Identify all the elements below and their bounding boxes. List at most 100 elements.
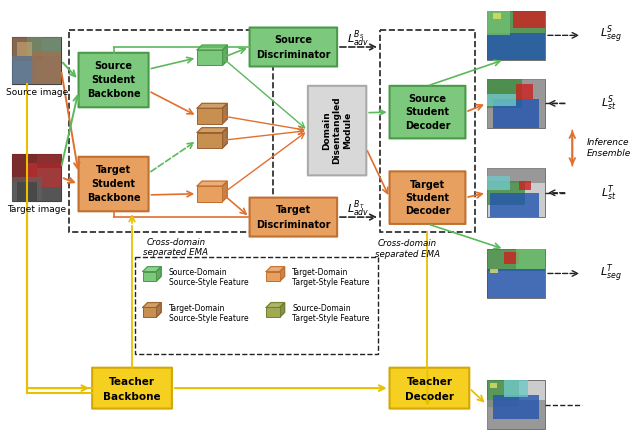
Bar [487, 169, 545, 217]
FancyBboxPatch shape [308, 86, 366, 176]
Bar [197, 50, 223, 66]
Text: Cross-domain
separated EMA: Cross-domain separated EMA [374, 239, 440, 259]
Bar [493, 99, 540, 128]
Bar [487, 94, 516, 106]
Bar [197, 132, 223, 148]
FancyBboxPatch shape [390, 86, 465, 139]
Polygon shape [223, 103, 227, 124]
Text: $\mathit{L}_{seg}^{T}$: $\mathit{L}_{seg}^{T}$ [600, 262, 621, 285]
Text: Student: Student [92, 75, 136, 85]
Bar [490, 193, 540, 217]
Bar [135, 257, 378, 354]
Polygon shape [197, 128, 227, 132]
Text: Target-Domain
Source-Style Feature: Target-Domain Source-Style Feature [169, 304, 248, 323]
Text: Backbone: Backbone [103, 392, 161, 402]
Text: Target: Target [410, 180, 445, 190]
Polygon shape [197, 45, 227, 50]
Polygon shape [280, 267, 285, 281]
FancyBboxPatch shape [390, 171, 465, 224]
Text: Target-Domain
Target-Style Feature: Target-Domain Target-Style Feature [292, 268, 370, 287]
Bar [36, 154, 61, 168]
Bar [487, 79, 522, 108]
Bar [487, 249, 545, 271]
Text: Source image: Source image [6, 88, 68, 97]
FancyBboxPatch shape [250, 28, 337, 66]
Text: Decoder: Decoder [404, 121, 450, 131]
Text: Cross-domain
separated EMA: Cross-domain separated EMA [143, 238, 208, 257]
Text: Target: Target [276, 205, 311, 215]
Bar [12, 177, 42, 201]
Bar [17, 42, 32, 56]
Text: $\mathit{L}_{adv}^{B_T}$: $\mathit{L}_{adv}^{B_T}$ [347, 198, 370, 219]
Text: $\mathit{L}_{seg}^{S}$: $\mathit{L}_{seg}^{S}$ [600, 24, 621, 47]
FancyBboxPatch shape [390, 368, 469, 409]
Text: Student: Student [406, 193, 449, 203]
Bar [143, 308, 156, 317]
Polygon shape [143, 303, 161, 308]
Bar [197, 108, 223, 124]
Text: Domain
Disentangled
Module: Domain Disentangled Module [322, 97, 352, 165]
Text: Source: Source [275, 35, 312, 45]
Bar [504, 252, 519, 264]
Polygon shape [197, 181, 227, 186]
Bar [493, 14, 501, 19]
Polygon shape [156, 267, 161, 281]
Bar [487, 380, 545, 429]
Polygon shape [223, 128, 227, 148]
Bar [27, 37, 61, 56]
Text: Target image: Target image [7, 205, 67, 214]
FancyBboxPatch shape [92, 368, 172, 409]
Bar [12, 37, 42, 61]
Text: Target: Target [96, 165, 131, 176]
Bar [504, 380, 527, 397]
Bar [487, 33, 545, 60]
Text: Teacher: Teacher [406, 378, 452, 387]
Bar [380, 29, 475, 232]
Bar [487, 268, 545, 298]
Bar [32, 51, 61, 84]
Bar [490, 383, 497, 388]
Text: Discriminator: Discriminator [256, 220, 331, 230]
Bar [12, 154, 61, 201]
Text: $\mathit{L}_{st}^{T}$: $\mathit{L}_{st}^{T}$ [602, 183, 617, 202]
Text: $\mathit{L}_{st}^{S}$: $\mathit{L}_{st}^{S}$ [602, 94, 617, 113]
Bar [17, 182, 36, 201]
Bar [487, 79, 545, 128]
Text: Student: Student [92, 179, 136, 189]
Polygon shape [280, 303, 285, 317]
Text: Inference
Ensemble: Inference Ensemble [587, 138, 631, 158]
Bar [519, 181, 531, 191]
Bar [516, 249, 545, 268]
Bar [69, 29, 273, 232]
Bar [487, 181, 525, 205]
Text: Student: Student [406, 107, 449, 117]
Bar [487, 249, 545, 298]
Bar [490, 268, 499, 273]
Text: Source-Domain
Source-Style Feature: Source-Domain Source-Style Feature [169, 268, 248, 287]
Bar [487, 176, 510, 191]
Text: Source: Source [408, 95, 447, 104]
Polygon shape [197, 103, 227, 108]
Polygon shape [223, 181, 227, 202]
FancyBboxPatch shape [250, 198, 337, 237]
Bar [487, 11, 545, 60]
Bar [266, 271, 280, 281]
Polygon shape [223, 45, 227, 66]
Bar [487, 79, 545, 128]
Text: Backbone: Backbone [87, 88, 140, 99]
Bar [493, 395, 540, 419]
Bar [487, 169, 545, 183]
Text: Decoder: Decoder [404, 206, 450, 216]
Bar [12, 56, 36, 84]
Text: Discriminator: Discriminator [256, 50, 331, 60]
Polygon shape [143, 267, 161, 271]
FancyBboxPatch shape [79, 53, 148, 107]
Polygon shape [266, 303, 285, 308]
Text: Decoder: Decoder [405, 392, 454, 402]
Bar [27, 163, 61, 187]
Bar [487, 11, 545, 60]
Bar [487, 400, 545, 429]
Polygon shape [156, 303, 161, 317]
Bar [266, 308, 280, 317]
Polygon shape [266, 267, 285, 271]
